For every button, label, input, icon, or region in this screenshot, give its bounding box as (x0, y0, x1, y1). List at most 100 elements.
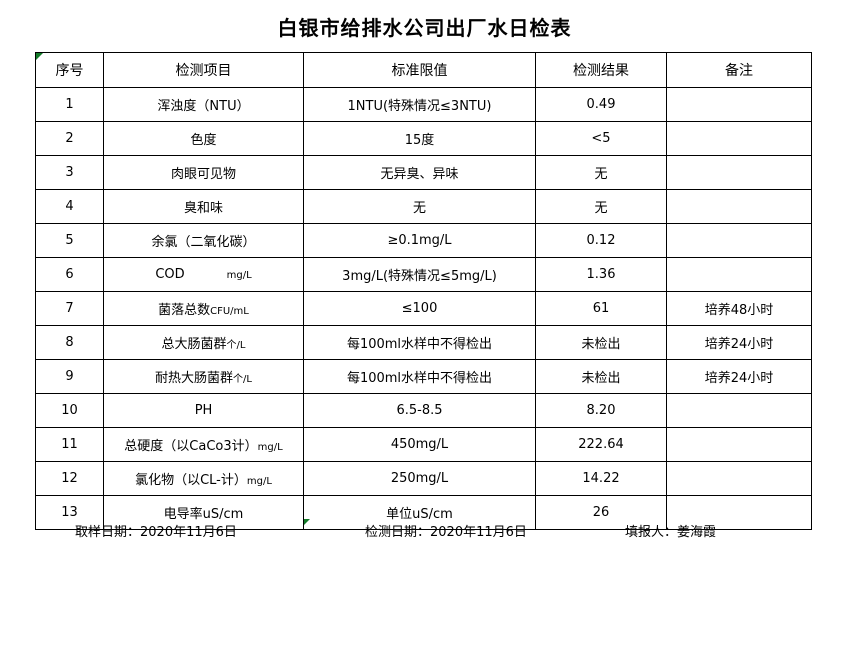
cell-standard[interactable]: 3mg/L(特殊情况≤5mg/L) (303, 257, 536, 292)
cell-standard[interactable]: 每100ml水样中不得检出 (303, 359, 536, 394)
filler-name-label: 填报人：姜海霞 (625, 525, 717, 540)
column-header-index: 序号 (35, 52, 104, 88)
cell-item[interactable]: PH (103, 393, 304, 428)
cell-result[interactable]: 26 (535, 495, 667, 530)
table-row[interactable]: 4 臭和味 无无 (35, 189, 812, 224)
cell-standard[interactable]: ≥0.1mg/L (303, 223, 536, 258)
item-unit: mg/L (246, 476, 272, 487)
cell-index[interactable]: 12 (35, 461, 104, 496)
cell-result[interactable]: 1.36 (535, 257, 667, 292)
cell-item[interactable]: 总硬度（以CaCo3计）mg/L (103, 427, 304, 462)
item-name: 色度 (190, 133, 217, 148)
cell-standard[interactable]: 250mg/L (303, 461, 536, 496)
cell-note[interactable] (666, 121, 812, 156)
footer: 取样日期：2020年11月6日 检测日期：2020年11月6日 填报人：姜海霞 (35, 521, 811, 543)
item-name: COD (155, 267, 185, 282)
table-row[interactable]: 8 总大肠菌群个/L 每100ml水样中不得检出 未检出 培养24小时 (35, 325, 812, 360)
cell-index[interactable]: 1 (35, 87, 104, 122)
cell-item[interactable]: 总大肠菌群个/L (103, 325, 304, 360)
cell-note[interactable] (666, 461, 812, 496)
item-unit: 个/L (233, 374, 252, 385)
column-header-standard: 标准限值 (303, 52, 536, 88)
cell-standard[interactable]: 无 (303, 189, 536, 224)
cell-item[interactable]: COD mg/L (103, 257, 304, 292)
table-row[interactable]: 5 余氯（二氧化碳） ≥0.1mg/L 0.12 (35, 223, 812, 258)
cell-note[interactable] (666, 427, 812, 462)
cell-index[interactable]: 10 (35, 393, 104, 428)
cell-note[interactable]: 培养48小时 (666, 291, 812, 326)
cell-item[interactable]: 肉眼可见物 (103, 155, 304, 190)
cell-index[interactable]: 7 (35, 291, 104, 326)
cell-item[interactable]: 浑浊度（NTU） (103, 87, 304, 122)
cell-result[interactable]: 无 (535, 155, 667, 190)
table-row[interactable]: 10 PH 6.5-8.5 8.20 (35, 393, 812, 428)
cell-standard[interactable]: 每100ml水样中不得检出 (303, 325, 536, 360)
table-body: 1 浑浊度（NTU） 1NTU(特殊情况≤3NTU) 0.49 2 色度 15度 <5 3 肉眼可… (35, 87, 812, 530)
table-row[interactable]: 12 氯化物（以CL-计）mg/L 250mg/L 14.22 (35, 461, 812, 496)
table-row[interactable]: 6 COD mg/L 3mg/L(特殊情况≤5mg/L) 1.36 (35, 257, 812, 292)
cell-index[interactable]: 2 (35, 121, 104, 156)
cell-standard[interactable]: 450mg/L (303, 427, 536, 462)
cell-note[interactable] (666, 393, 812, 428)
cell-result[interactable]: 8.20 (535, 393, 667, 428)
item-name: 总硬度（以CaCo3计） (124, 439, 258, 454)
cell-note[interactable] (666, 257, 812, 292)
cell-standard[interactable]: 1NTU(特殊情况≤3NTU) (303, 87, 536, 122)
table-header-row: 序号 检测项目 标准限值 检测结果 备注 (35, 52, 812, 88)
cell-result[interactable]: 61 (535, 291, 667, 326)
cell-index[interactable]: 4 (35, 189, 104, 224)
table-row[interactable]: 11 总硬度（以CaCo3计）mg/L 450mg/L 222.64 (35, 427, 812, 462)
cell-standard[interactable]: ≤100 (303, 291, 536, 326)
cell-index[interactable]: 5 (35, 223, 104, 258)
cell-note[interactable] (666, 155, 812, 190)
table-row[interactable]: 9 耐热大肠菌群个/L 每100ml水样中不得检出 未检出 培养24小时 (35, 359, 812, 394)
cell-item[interactable]: 臭和味 (103, 189, 304, 224)
cell-result[interactable]: 0.49 (535, 87, 667, 122)
item-unit: mg/L (257, 442, 283, 453)
table-row[interactable]: 3 肉眼可见物 无异臭、异味无 (35, 155, 812, 190)
cell-index[interactable]: 13 (35, 495, 104, 530)
item-name: PH (194, 403, 213, 418)
test-date-label: 检测日期：2020年11月6日 (365, 525, 527, 540)
cell-note[interactable]: 培养24小时 (666, 325, 812, 360)
cell-index[interactable]: 3 (35, 155, 104, 190)
cell-standard[interactable]: 无异臭、异味 (303, 155, 536, 190)
item-name: 余氯（二氧化碳） (151, 235, 256, 250)
cell-result[interactable]: 未检出 (535, 359, 667, 394)
cell-note[interactable]: 培养24小时 (666, 359, 812, 394)
cell-index[interactable]: 6 (35, 257, 104, 292)
cell-item[interactable]: 色度 (103, 121, 304, 156)
item-name: 总大肠菌群 (161, 337, 227, 352)
cell-index[interactable]: 8 (35, 325, 104, 360)
cell-result[interactable]: 未检出 (535, 325, 667, 360)
cell-result[interactable]: 无 (535, 189, 667, 224)
item-name: 臭和味 (183, 201, 223, 216)
cell-item[interactable]: 余氯（二氧化碳） (103, 223, 304, 258)
cell-item[interactable]: 耐热大肠菌群个/L (103, 359, 304, 394)
cell-item[interactable]: 电导率uS/cm (103, 495, 304, 530)
cell-item[interactable]: 氯化物（以CL-计）mg/L (103, 461, 304, 496)
item-unit: 个/L (226, 340, 246, 351)
cell-result[interactable]: 222.64 (535, 427, 667, 462)
item-unit: mg/L (226, 270, 252, 281)
table-row[interactable]: 7 菌落总数CFU/mL ≤100 61 培养48小时 (35, 291, 812, 326)
item-name: 电导率uS/cm (163, 507, 244, 522)
item-name: 菌落总数 (158, 303, 211, 318)
cell-result[interactable]: 0.12 (535, 223, 667, 258)
cell-standard[interactable]: 6.5-8.5 (303, 393, 536, 428)
cell-item[interactable]: 菌落总数CFU/mL (103, 291, 304, 326)
cell-index[interactable]: 9 (35, 359, 104, 394)
cell-note[interactable] (666, 189, 812, 224)
cell-note[interactable] (666, 223, 812, 258)
cell-result[interactable]: 14.22 (535, 461, 667, 496)
table-row[interactable]: 2 色度 15度 <5 (35, 121, 812, 156)
cell-standard[interactable]: 15度 (303, 121, 536, 156)
item-name: 肉眼可见物 (170, 167, 236, 182)
table-row[interactable]: 1 浑浊度（NTU） 1NTU(特殊情况≤3NTU) 0.49 (35, 87, 812, 122)
cell-note[interactable] (666, 495, 812, 530)
cell-note[interactable] (666, 87, 812, 122)
cell-result[interactable]: <5 (535, 121, 667, 156)
cell-index[interactable]: 11 (35, 427, 104, 462)
table-row[interactable]: 13 电导率uS/cm 单位uS/cm 26 (35, 495, 812, 530)
